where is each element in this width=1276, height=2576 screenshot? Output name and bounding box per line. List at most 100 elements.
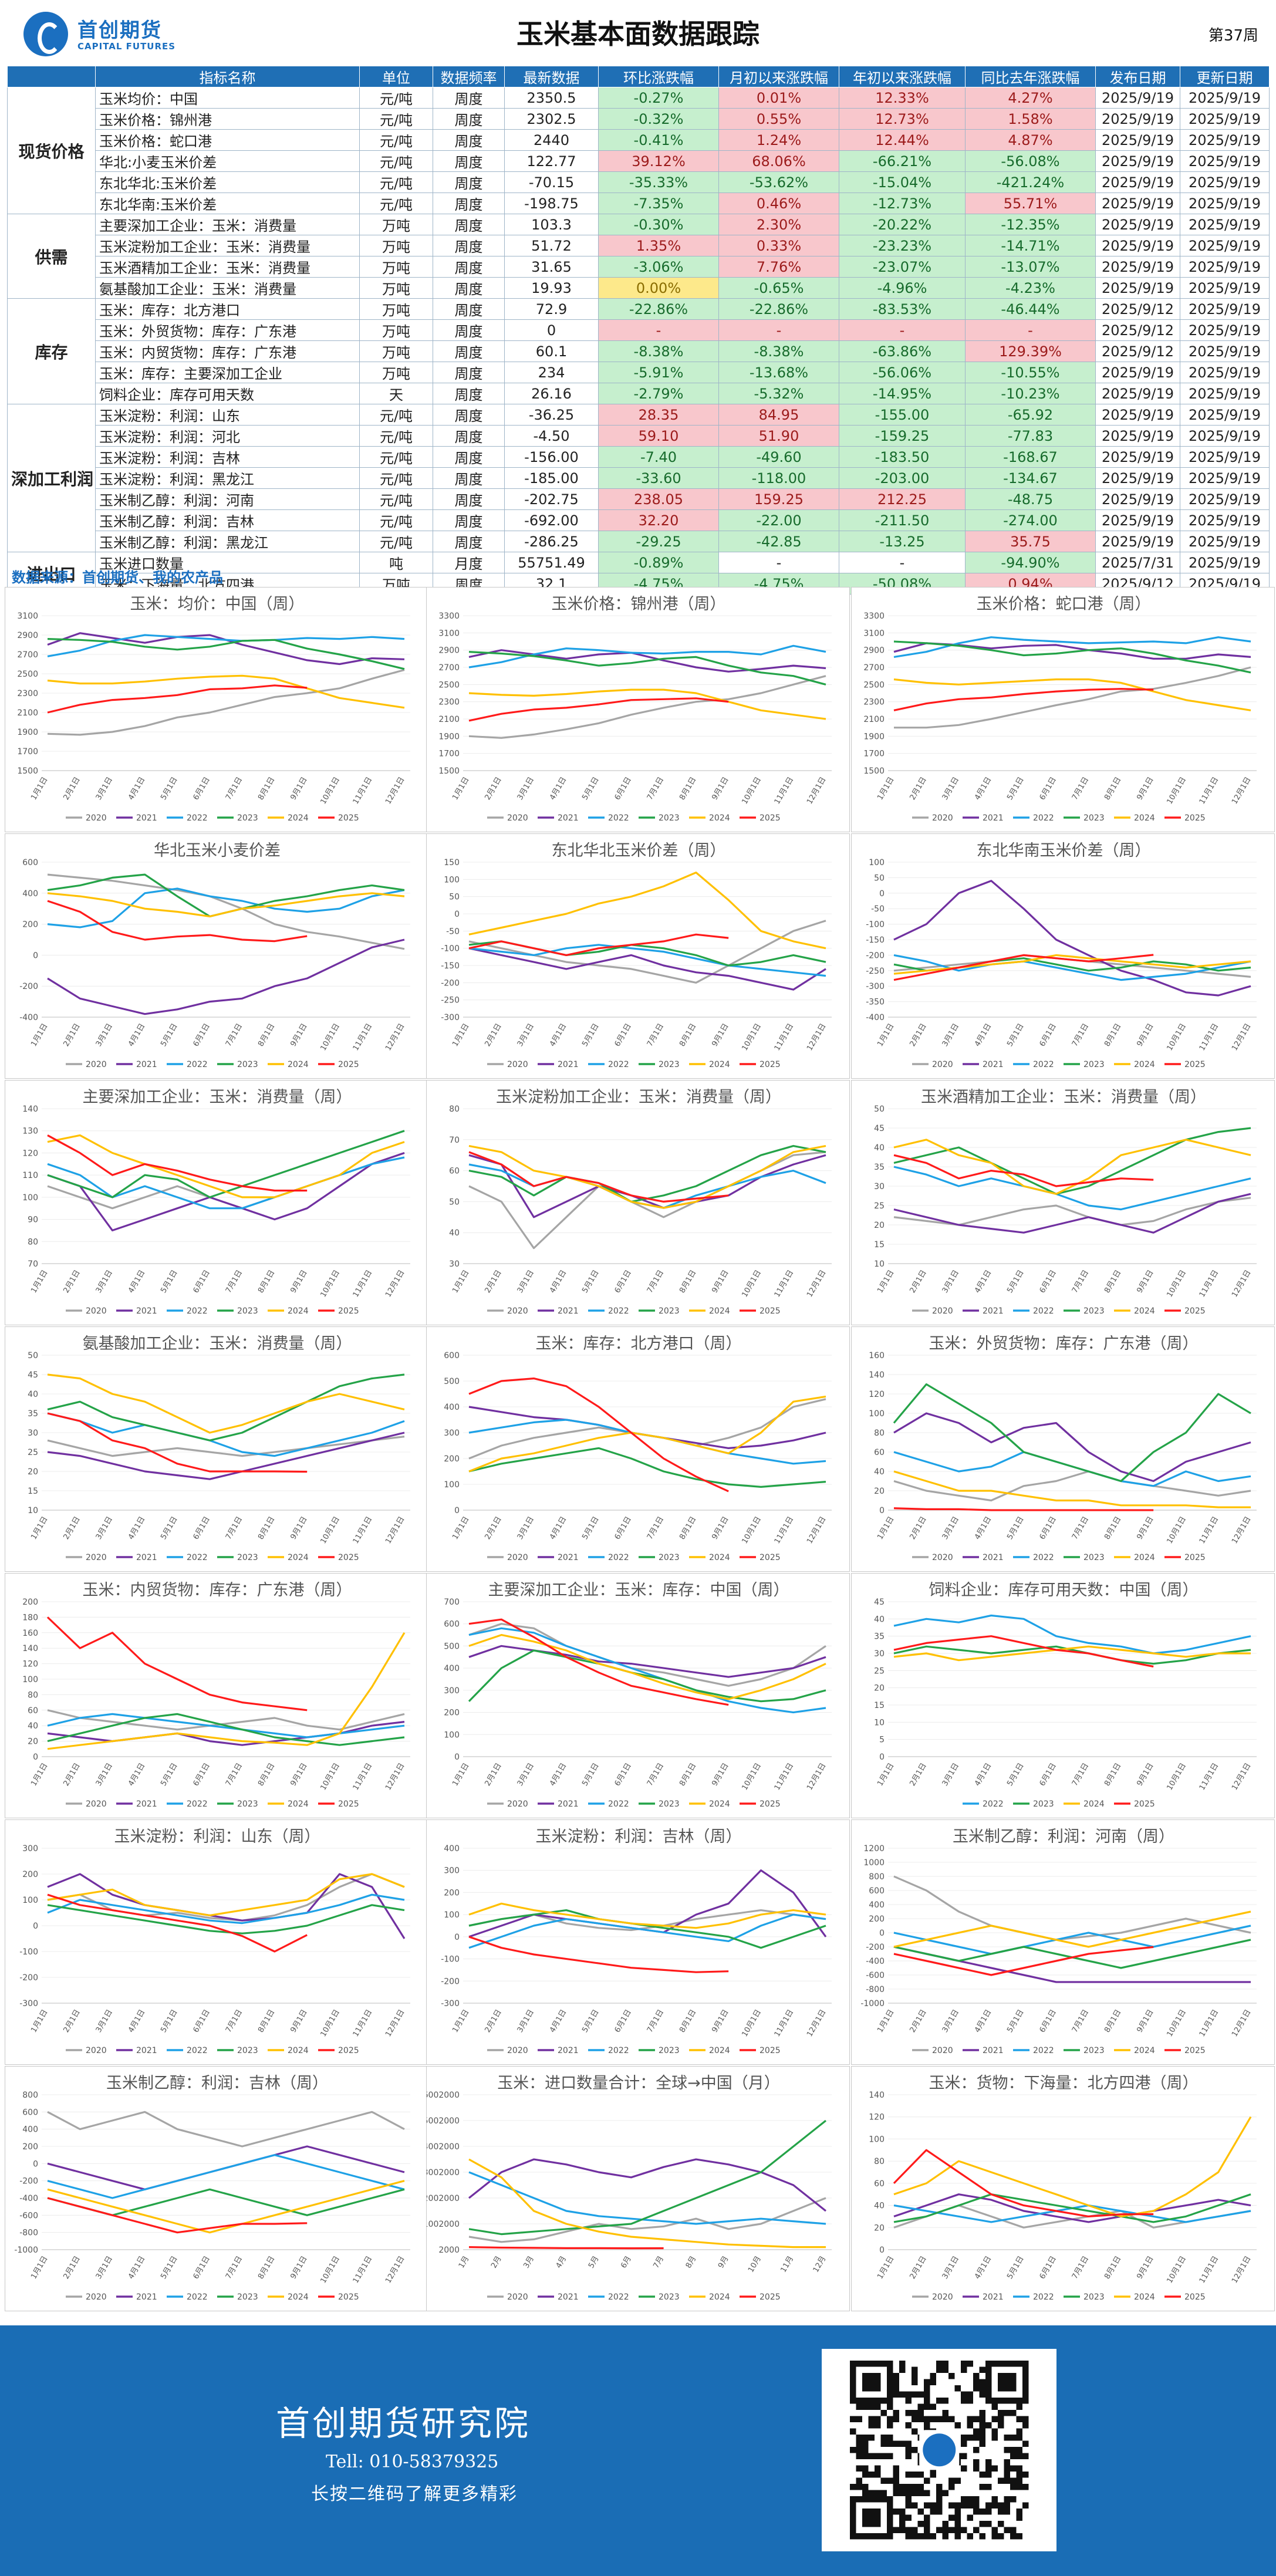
x-tick-label: 3月1日 [516,1269,536,1295]
legend-label: 2020 [86,1306,107,1316]
y-tick-label: 150 [444,858,460,867]
legend-label: 2021 [136,1306,157,1316]
x-tick-label: 2月1日 [62,1515,82,1541]
legend-label: 2024 [1134,2046,1155,2055]
table-cell: 玉米制乙醇：利润：河南 [95,488,360,510]
x-tick-label: 11月1日 [773,1762,795,1792]
table-cell: 2025/9/19 [1180,150,1270,172]
y-tick-label: 160 [869,1351,885,1360]
table-cell: -421.24% [965,171,1096,193]
table-cell: -202.75 [504,488,599,510]
table-cell: -65.92 [965,404,1096,426]
x-tick-label: 7月1日 [224,1269,244,1295]
legend-label: 2020 [507,1306,528,1316]
table-cell: 2025/9/19 [1095,150,1180,172]
table-cell: 2025/9/19 [1095,129,1180,151]
y-tick-label: 30 [28,1429,38,1438]
x-tick-label: 12月1日 [1230,2008,1253,2039]
table-cell: 7.76% [718,256,839,278]
x-tick-label: 10月1日 [319,1022,342,1053]
x-tick-label: 6月1日 [192,2008,212,2034]
x-tick-label: 2月1日 [483,1762,503,1788]
y-tick-label: 2700 [438,663,460,673]
legend-label: 2025 [759,2046,781,2055]
table-cell: -168.67 [965,446,1096,468]
qr-code[interactable] [822,2349,1056,2551]
y-tick-label: 80 [874,2157,885,2166]
x-tick-label: 8月1日 [1103,776,1123,802]
footer-tip: 长按二维码了解更多精彩 [311,2484,518,2504]
y-tick-label: 50 [28,1351,38,1360]
legend-label: 2024 [709,1060,730,1069]
table-cell: 0.55% [718,108,839,130]
table-cell: 2025/9/19 [1180,214,1270,235]
y-tick-label: -200 [866,1943,885,1952]
legend-label: 2023 [659,2293,680,2302]
table-cell: -156.00 [504,446,599,468]
x-tick-label: 2月1日 [908,2255,928,2281]
x-tick-label: 8月1日 [1103,1269,1123,1295]
y-tick-label: 130 [22,1127,38,1136]
table-row: 玉米淀粉：利润：河北 元/吨 周度 -4.50 59.10 51.90 -159.25 -77… [8,425,1270,447]
series-line-2022 [47,1412,405,1457]
table-cell: -692.00 [504,509,599,531]
series-line-2023 [47,1713,405,1746]
x-tick-label: 11月1日 [773,1022,795,1053]
table-cell: 122.77 [504,150,599,172]
table-cell: -0.89% [598,552,719,573]
legend-label: 2020 [507,1800,528,1809]
legend-label: 2022 [608,1800,629,1809]
y-tick-label: 100 [444,1910,460,1920]
table-cell: -36.25 [504,404,599,426]
x-tick-label: 1月1日 [876,1022,896,1048]
x-tick-label: 4月1日 [973,2255,993,2281]
table-cell: 万吨 [359,256,433,278]
table-cell: 元/吨 [359,171,433,193]
y-tick-label: 2300 [863,698,885,707]
legend-label: 2021 [558,2293,579,2302]
table-cell: 元/吨 [359,129,433,151]
table-cell: 周度 [433,319,505,341]
x-tick-label: 4月1日 [973,1515,993,1541]
series-line-2025 [47,1134,308,1192]
y-tick-label: 400 [869,1900,885,1910]
y-tick-label: 140 [869,2091,885,2100]
x-tick-label: 9月1日 [289,1269,309,1295]
legend-label: 2025 [338,2293,359,2302]
legend-label: 2022 [608,2046,629,2055]
y-tick-label: 40 [874,2202,885,2211]
table-cell: 元/吨 [359,467,433,489]
series-line-2020 [47,2111,405,2148]
series-line-2024 [468,688,826,720]
series-line-2025 [468,697,729,722]
x-tick-label: 7月1日 [1071,1762,1091,1788]
header-cell: 最新数据 [504,66,599,87]
series-line-2025 [468,1151,729,1203]
series-line-2020 [47,1152,405,1210]
x-tick-label: 10月1日 [1166,1269,1188,1299]
legend-label: 2023 [659,2046,680,2055]
legend-label: 2023 [659,1306,680,1316]
y-tick-label: 50 [874,873,885,883]
y-tick-label: -200 [19,1973,38,1983]
table-cell: 12.44% [839,129,966,151]
x-tick-label: 8月1日 [1103,2008,1123,2034]
table-cell: 0.33% [718,235,839,256]
series-line-2022 [893,1925,1251,1955]
y-tick-label: -800 [19,2229,38,2238]
series-line-2021 [47,1873,406,1939]
series-line-2020 [468,1398,826,1460]
x-tick-label: 10月1日 [1166,1022,1188,1053]
y-tick-label: -300 [441,1013,460,1022]
table-cell: -13.68% [718,362,839,383]
y-tick-label: 35 [874,1632,885,1642]
table-cell: -20.22% [839,214,966,235]
y-tick-label: 2002000 [427,2194,460,2203]
x-tick-label: 9月1日 [1135,1269,1155,1295]
footer: 首创期货研究院 Tell: 010-58379325 长按二维码了解更多精彩 [0,2325,1276,2576]
series-line-2024 [468,1395,826,1473]
x-tick-label: 6月1日 [1038,1022,1058,1048]
x-tick-label: 8月1日 [678,1762,698,1788]
x-tick-label: 3月1日 [941,1269,961,1295]
x-tick-label: 3月1日 [941,1022,961,1048]
